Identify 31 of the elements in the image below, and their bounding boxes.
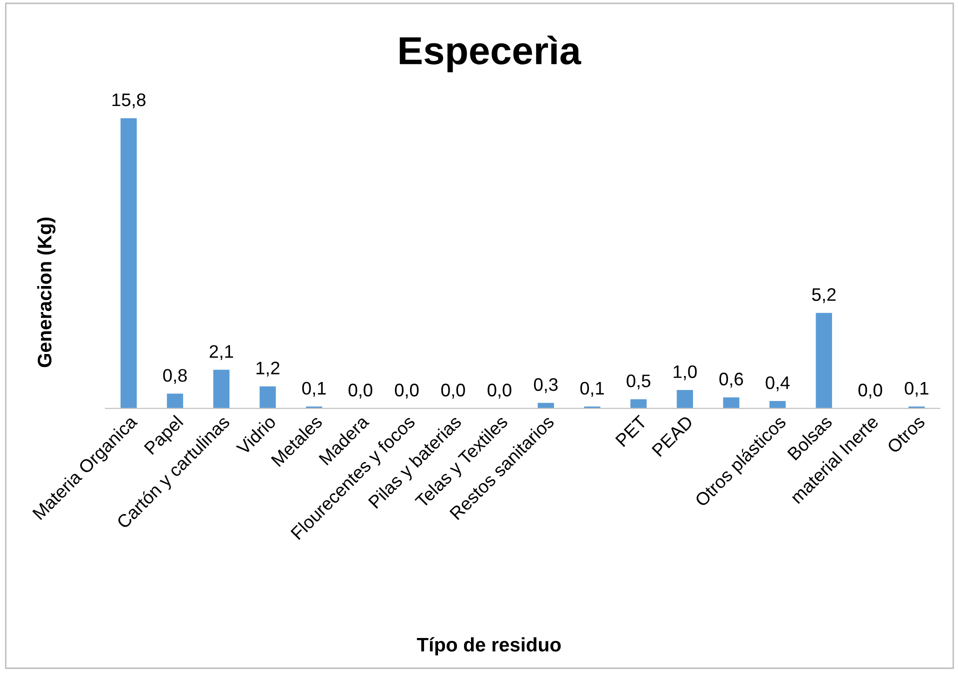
bar	[213, 370, 230, 408]
data-label: 15,8	[112, 93, 146, 108]
data-label: 0,5	[626, 374, 650, 390]
data-label: 1,2	[256, 362, 280, 377]
x-axis-title: Típo de residuo	[416, 637, 561, 656]
bar	[816, 312, 832, 408]
data-label: 0,1	[580, 382, 604, 397]
data-label: 0,0	[858, 384, 882, 399]
data-label: 1,0	[674, 365, 697, 380]
data-label: 2,1	[210, 345, 234, 360]
data-label: 0,3	[534, 378, 558, 394]
bar	[260, 386, 276, 408]
data-label: 0,0	[394, 384, 419, 399]
data-label: 0,1	[302, 382, 326, 397]
bar	[723, 397, 740, 408]
data-label: 0,0	[488, 384, 512, 399]
data-label: 0,6	[719, 372, 743, 388]
data-label: 0,4	[766, 376, 790, 392]
bar	[120, 118, 137, 408]
data-label: 5,2	[812, 288, 836, 304]
bar	[166, 394, 184, 408]
bar	[676, 390, 693, 408]
bar	[538, 402, 554, 408]
y-axis-title: Generacion (Kg)	[37, 218, 56, 368]
data-label: 0,8	[163, 368, 187, 384]
bar	[769, 401, 786, 408]
bar	[630, 399, 647, 408]
data-label: 0,0	[441, 384, 465, 399]
chart-title: Especerìa	[400, 36, 582, 72]
data-label: 0,1	[904, 382, 928, 397]
data-label: 0,0	[348, 384, 372, 399]
